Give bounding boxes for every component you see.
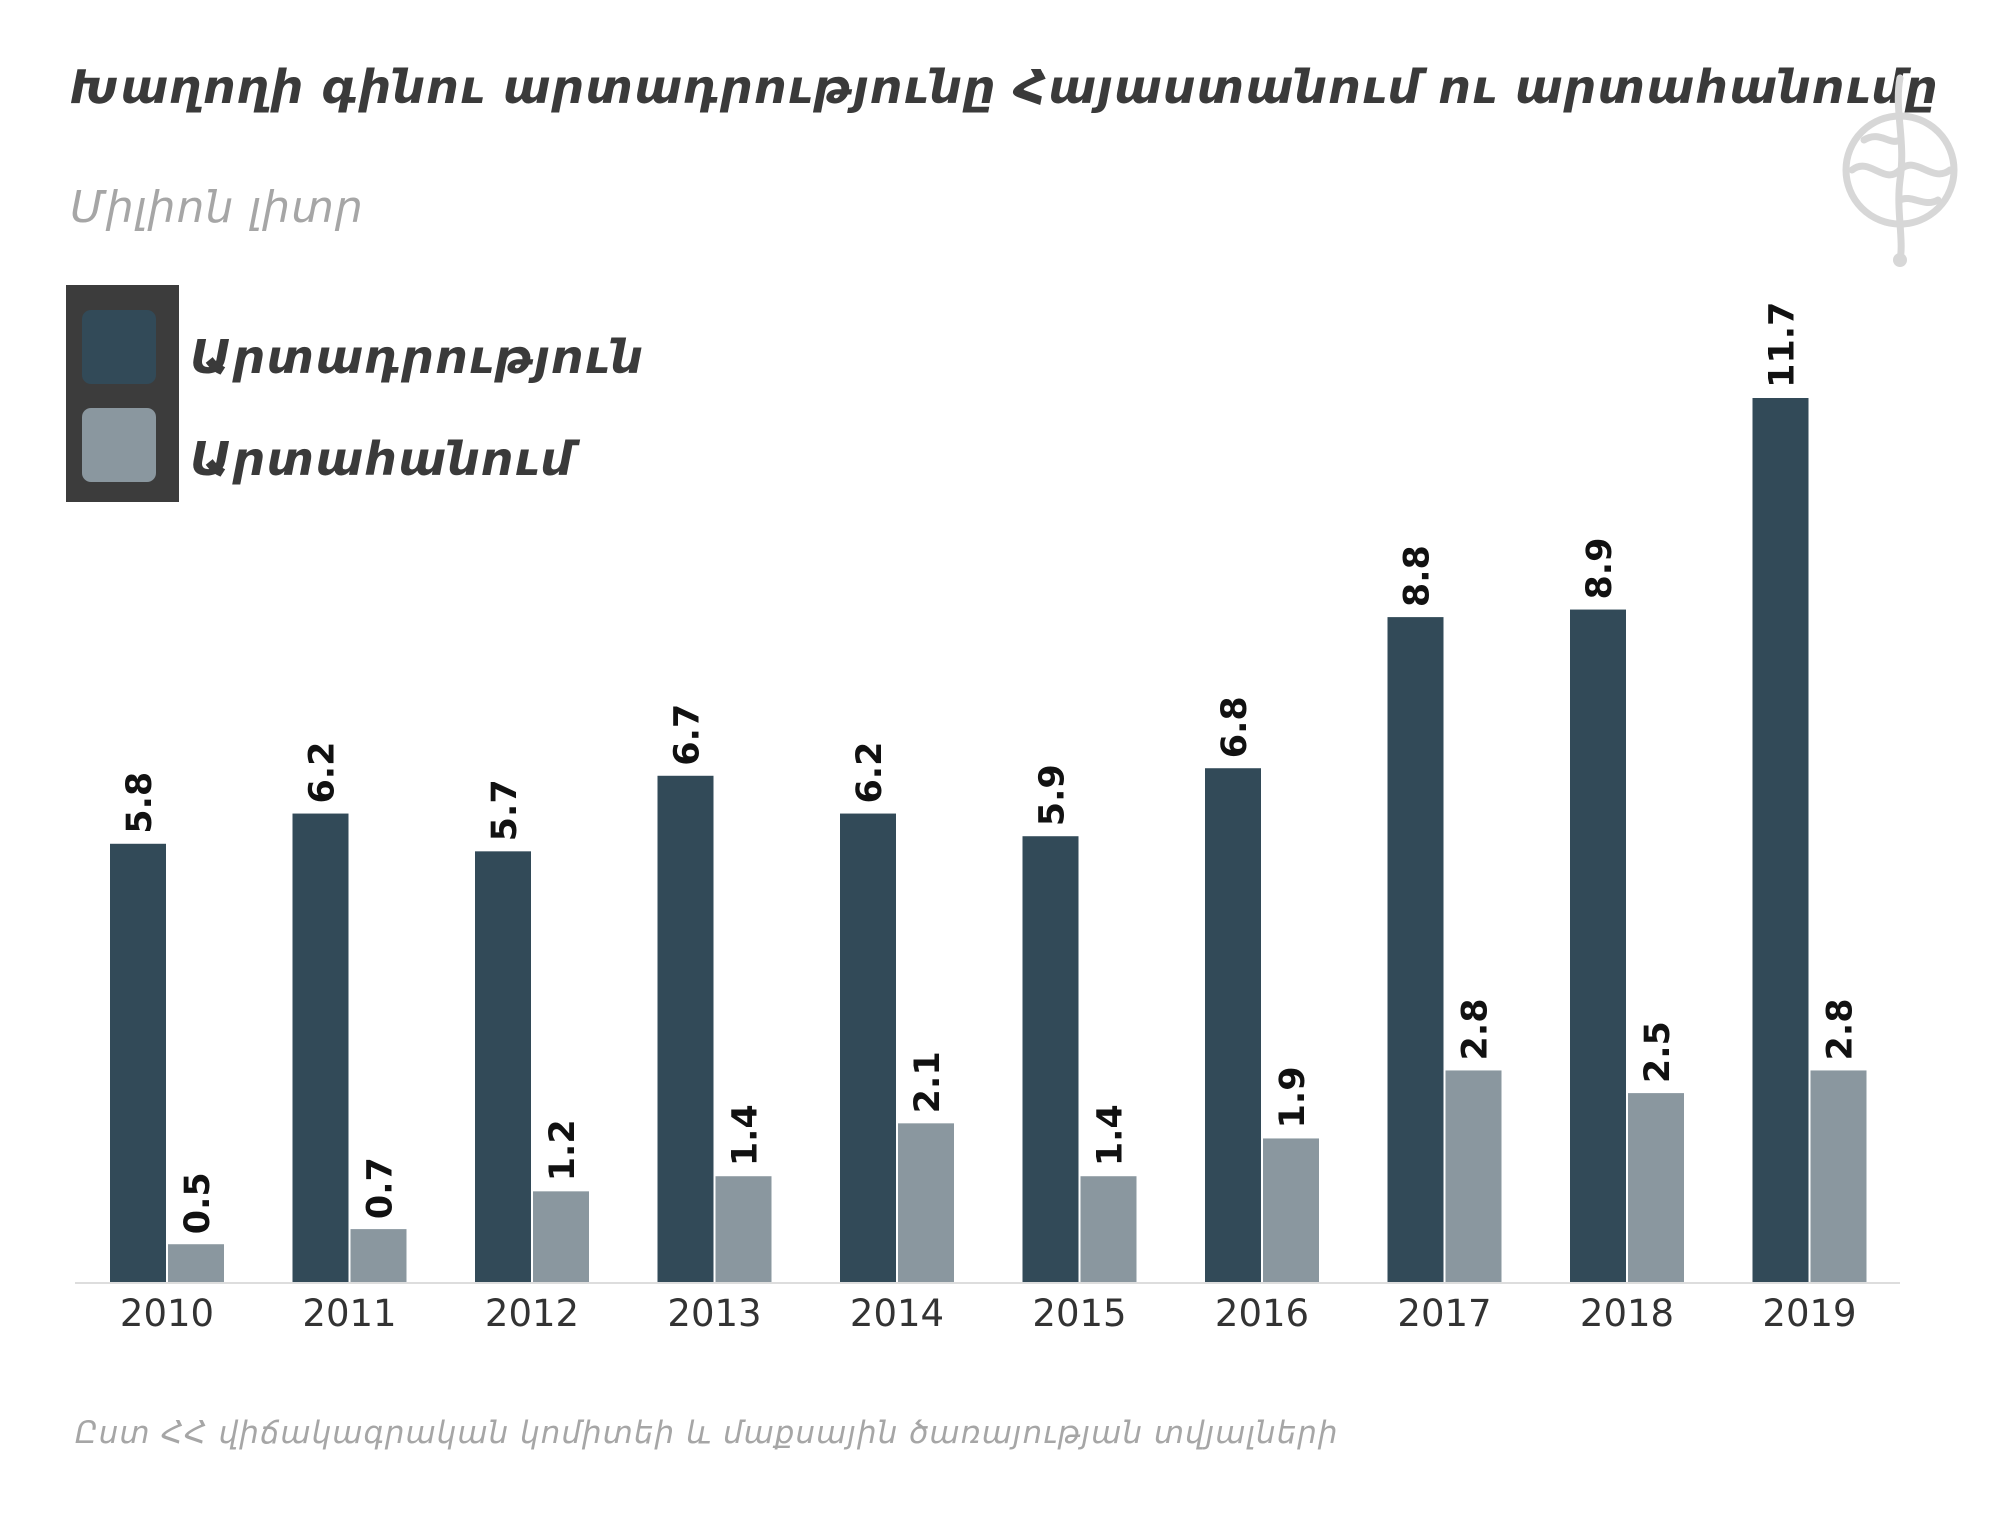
data-label-production-2010: 5.8 [120,772,160,834]
publisher-logo-icon [1840,70,1970,274]
data-label-production-2012: 5.7 [485,779,525,841]
chart-subtitle: Միլիոն լիտր [70,182,364,233]
bar-export-2019 [1810,1070,1867,1282]
bar-chart: 5.8 0.5 2010 6.2 0.7 2011 5.7 1.2 2012 6.7 1.4 2013… [75,302,1900,1335]
legend-swatch-production [82,310,156,384]
x-tick-label-2011: 2011 [302,1292,396,1335]
data-label-export-2016: 1.9 [1273,1066,1313,1128]
data-label-production-2018: 8.9 [1580,538,1620,600]
x-tick-label-2012: 2012 [485,1292,579,1335]
data-label-production-2015: 5.9 [1033,764,1073,826]
data-label-production-2014: 6.2 [850,742,890,804]
data-label-export-2019: 2.8 [1821,998,1861,1060]
bar-production-2012 [475,851,531,1282]
bar-export-2018 [1628,1093,1684,1282]
bar-production-2011 [292,813,349,1282]
data-label-export-2011: 0.7 [361,1157,401,1219]
data-label-export-2017: 2.8 [1456,998,1496,1060]
data-label-export-2015: 1.4 [1091,1104,1131,1166]
data-label-production-2011: 6.2 [303,742,343,804]
bar-export-2011 [350,1229,407,1282]
bar-export-2015 [1080,1176,1137,1282]
x-tick-label-2013: 2013 [667,1292,761,1335]
source-note: Ըստ ՀՀ վիճակագրական կոմիտեի և մաքսային ծ… [75,1415,1339,1451]
x-tick-label-2015: 2015 [1032,1292,1126,1335]
bar-production-2019 [1752,398,1809,1282]
bar-production-2018 [1570,609,1626,1282]
x-tick-label-2019: 2019 [1762,1292,1856,1335]
bar-export-2012 [533,1191,589,1282]
data-label-production-2013: 6.7 [668,704,708,766]
chart-title: Խաղողի գինու արտադրությունը Հայաստանում … [70,60,1939,114]
bar-export-2013 [715,1176,772,1282]
data-label-export-2012: 1.2 [543,1119,583,1181]
data-label-production-2016: 6.8 [1215,696,1255,758]
data-label-export-2018: 2.5 [1638,1021,1678,1083]
bar-export-2010 [168,1244,224,1282]
legend-label-export: Արտահանում [190,432,574,486]
x-tick-label-2016: 2016 [1215,1292,1309,1335]
bar-export-2014 [898,1123,954,1282]
x-tick-label-2017: 2017 [1397,1292,1491,1335]
data-label-export-2013: 1.4 [726,1104,766,1166]
legend [66,285,179,502]
legend-label-production: Արտադրություն [190,330,645,384]
bar-production-2016 [1205,768,1261,1282]
bar-export-2017 [1445,1070,1502,1282]
data-label-production-2019: 11.7 [1763,302,1803,388]
x-tick-label-2014: 2014 [850,1292,944,1335]
bar-export-2016 [1263,1138,1319,1282]
bar-production-2013 [657,775,714,1282]
bar-production-2017 [1387,617,1444,1282]
data-label-production-2017: 8.8 [1398,545,1438,607]
x-tick-label-2018: 2018 [1580,1292,1674,1335]
legend-swatch-export [82,408,156,482]
bar-production-2010 [110,843,166,1282]
bar-production-2014 [840,813,896,1282]
data-label-export-2010: 0.5 [178,1172,218,1234]
data-label-export-2014: 2.1 [908,1051,948,1113]
x-tick-label-2010: 2010 [120,1292,214,1335]
bar-production-2015 [1022,836,1079,1282]
